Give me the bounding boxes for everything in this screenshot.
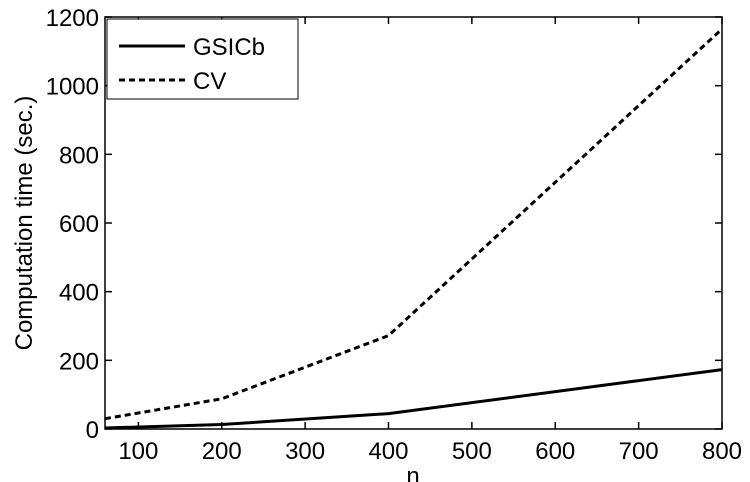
y-tick-label: 400: [59, 280, 99, 307]
y-tick-label: 0: [86, 417, 99, 444]
y-tick-label: 200: [59, 348, 99, 375]
y-tick-label: 600: [59, 211, 99, 238]
x-tick-label: 500: [452, 438, 492, 465]
x-tick-label: 300: [285, 438, 325, 465]
x-tick-label: 600: [535, 438, 575, 465]
x-tick-label: 700: [619, 438, 659, 465]
legend: GSICb CV: [106, 18, 299, 100]
axis-ticks: 100 200 300 400 500 600 700 800 0 200 400 600 800 100…: [46, 5, 742, 465]
series-lines: [104, 27, 724, 430]
legend-label-cv: CV: [193, 68, 226, 95]
series-line-gsicb: [104, 368, 723, 430]
series-line-cv: [104, 27, 724, 421]
x-tick-label: 400: [368, 438, 408, 465]
legend-label-gsicb: GSICb: [193, 34, 265, 61]
x-tick-label: 200: [202, 438, 242, 465]
x-tick-label: 800: [702, 438, 742, 465]
x-tick-label: 100: [118, 438, 158, 465]
y-tick-label: 1200: [46, 5, 99, 32]
legend-box: [106, 18, 299, 100]
y-tick-label: 800: [59, 142, 99, 169]
x-axis-label: n: [406, 463, 419, 482]
y-tick-label: 1000: [46, 74, 99, 101]
y-axis-label: Computation time (sec.): [11, 96, 38, 351]
